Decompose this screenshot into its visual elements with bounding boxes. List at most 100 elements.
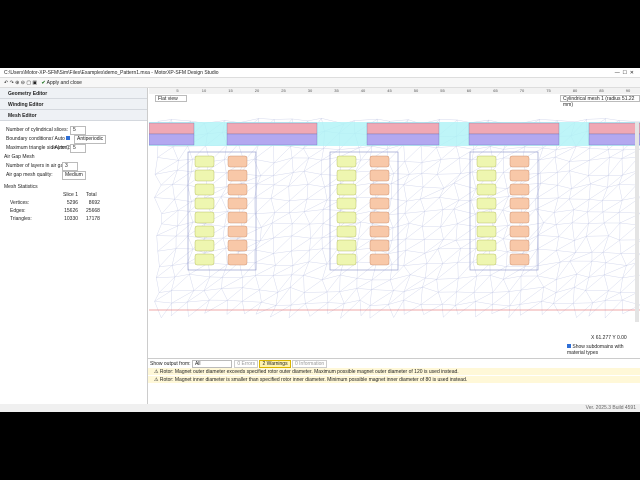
- field-value[interactable]: 5: [70, 126, 86, 135]
- coil: [509, 239, 530, 252]
- slot: [469, 151, 539, 271]
- ruler-label: 75: [546, 88, 551, 93]
- field-label: Number of layers in air gap:: [6, 163, 68, 169]
- group-title: Air Gap Mesh: [4, 154, 35, 160]
- magnet-north: [468, 122, 560, 135]
- message-text: Rotor: Magnet inner diameter is smaller …: [159, 377, 468, 383]
- coil: [194, 225, 215, 238]
- section-header[interactable]: Geometry Editor: [0, 88, 147, 99]
- magnet-south: [366, 133, 440, 146]
- coil: [227, 225, 248, 238]
- coil: [509, 169, 530, 182]
- sidebar: Geometry Editor Winding Editor Mesh Edit…: [0, 88, 148, 404]
- window-controls[interactable]: — ☐ ✕: [614, 70, 634, 76]
- ruler-label: 35: [334, 88, 339, 93]
- window-title: C:\Users\Motor-XP-SFM\Sim\Files\Examples…: [4, 70, 219, 76]
- coil: [227, 239, 248, 252]
- coil: [509, 197, 530, 210]
- ruler-label: 5: [176, 88, 179, 93]
- app-window: C:\Users\Motor-XP-SFM\Sim\Files\Examples…: [0, 68, 640, 412]
- section-header[interactable]: Mesh Editor: [0, 110, 147, 121]
- magnet-south: [226, 133, 318, 146]
- filter-dropdown[interactable]: All: [191, 360, 232, 368]
- mesh-dropdown[interactable]: Cylindrical mesh 1 (radius 51.22 mm): [560, 95, 640, 108]
- coil: [369, 253, 390, 266]
- ruler-label: 25: [281, 88, 286, 93]
- ruler-label: 20: [255, 88, 260, 93]
- coil: [227, 197, 248, 210]
- auto-checkbox[interactable]: Auto: [54, 145, 65, 151]
- coil: [336, 169, 357, 182]
- checkbox-label: Show subdomains with material types: [567, 344, 624, 356]
- section-header[interactable]: Winding Editor: [0, 99, 147, 110]
- field: Number of layers in air gap: 3: [0, 161, 147, 171]
- group-title: Mesh Statistics: [4, 184, 38, 190]
- stat-cell: 10330: [64, 216, 79, 222]
- coil: [476, 155, 497, 168]
- coil: [336, 253, 357, 266]
- coil: [509, 211, 530, 224]
- coil: [336, 225, 357, 238]
- view-mode-dropdown[interactable]: Flat view: [155, 95, 187, 102]
- coil: [227, 183, 248, 196]
- field-value[interactable]: Antiperiodic: [74, 135, 107, 144]
- col-header: Slice 1: [63, 192, 79, 198]
- ruler-label: 10: [202, 88, 207, 93]
- warnings-tab[interactable]: 2 Warnings: [259, 360, 291, 368]
- coil: [476, 225, 497, 238]
- coil: [476, 183, 497, 196]
- field-value[interactable]: Medium: [62, 171, 86, 180]
- coil: [227, 253, 248, 266]
- field-value[interactable]: 5: [70, 144, 86, 153]
- ruler-label: 60: [467, 88, 472, 93]
- coil: [476, 211, 497, 224]
- apply-button[interactable]: Apply and close: [46, 80, 82, 86]
- coil: [509, 225, 530, 238]
- coil: [194, 211, 215, 224]
- coil: [369, 225, 390, 238]
- ruler-label: 85: [599, 88, 604, 93]
- warning-message: ⚠ Rotor: Magnet inner diameter is smalle…: [148, 376, 640, 383]
- stat-cell: 8692: [88, 200, 100, 206]
- coil: [227, 155, 248, 168]
- field: Boundary conditions: / Auto Antiperiodic: [0, 134, 147, 144]
- slot: [187, 151, 257, 271]
- magnet-north: [366, 122, 440, 135]
- coil: [227, 211, 248, 224]
- coil: [476, 253, 497, 266]
- coil: [509, 155, 530, 168]
- coil: [476, 169, 497, 182]
- magnet-south: [588, 133, 640, 146]
- stat-cell: 17178: [86, 216, 100, 222]
- coil: [336, 155, 357, 168]
- toolbar: ↶ ↷ ⊕ ⊖ ▢ ▣ ✔ Apply and close: [0, 78, 640, 88]
- stats-table: Slice 1 Total Vertices: 5296 8692 Edges: 1562…: [6, 191, 104, 223]
- warning-message: ⚠ Rotor: Magnet outer diameter exceeds s…: [148, 368, 640, 375]
- coil: [336, 183, 357, 196]
- ruler-label: 15: [228, 88, 233, 93]
- coil: [476, 197, 497, 210]
- ruler-label: 45: [387, 88, 392, 93]
- slot: [329, 151, 399, 271]
- subdomain-toggle[interactable]: Show subdomains with material types: [567, 344, 640, 356]
- info-tab[interactable]: 0 Information: [291, 360, 328, 368]
- stat-cell: Triangles:: [10, 216, 32, 222]
- coil: [369, 155, 390, 168]
- field-label: Boundary conditions:: [6, 136, 53, 142]
- coil: [336, 239, 357, 252]
- coil: [476, 239, 497, 252]
- ruler-label: 90: [626, 88, 631, 93]
- ruler-label: 40: [361, 88, 366, 93]
- stat-cell: Vertices:: [10, 200, 30, 206]
- ruler-label: 30: [308, 88, 313, 93]
- output-panel: Show output from: All 0 Errors 2 Warning…: [148, 358, 640, 406]
- auto-checkbox[interactable]: Auto: [54, 136, 65, 142]
- ruler-label: 50: [414, 88, 419, 93]
- magnet-south: [468, 133, 560, 146]
- ruler-label: 55: [440, 88, 445, 93]
- stat-cell: 5296: [66, 200, 79, 206]
- coil: [369, 183, 390, 196]
- errors-tab[interactable]: 0 Errors: [234, 360, 259, 368]
- field-value[interactable]: 3: [62, 162, 78, 171]
